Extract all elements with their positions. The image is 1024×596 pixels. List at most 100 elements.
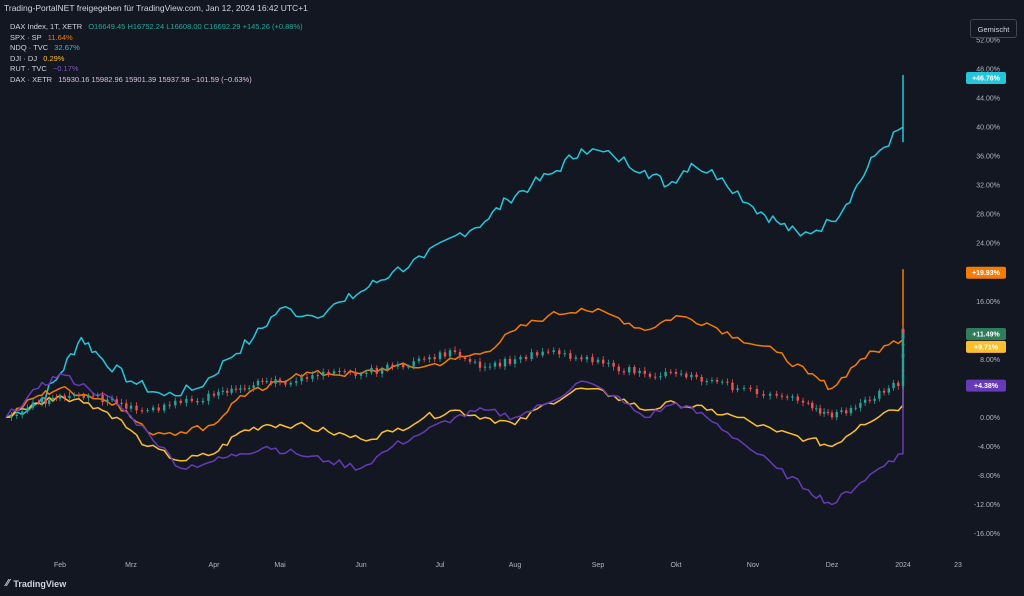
dax-candle-body (731, 382, 734, 391)
dax-candle-body (401, 364, 405, 368)
dax-candle-body (295, 381, 298, 383)
dax-candle-body (780, 395, 784, 397)
dax-candle-body (322, 371, 325, 376)
badge-background (966, 379, 1006, 392)
dax-candle-body (91, 395, 95, 397)
series-line-rut (5, 350, 904, 506)
y-tick-label: 8.00% (980, 357, 1000, 364)
legend-row-dax-index[interactable]: DAX Index, 1T, XETR O16649.45 H16752.24 … (10, 22, 303, 33)
dax-candle-body (300, 377, 303, 382)
dax-candle-body (448, 350, 452, 357)
dax-candle-body (207, 393, 210, 401)
scale-mode-button[interactable]: Gemischt (970, 19, 1017, 38)
price-badge-dax: +11.49% (966, 327, 1006, 340)
dax-candle-body (305, 377, 309, 379)
dax-candle-body (503, 358, 507, 367)
dax-candle-body (530, 352, 533, 360)
dax-candle-body (602, 359, 605, 364)
dax-candle-body (278, 379, 282, 383)
badge-background (966, 266, 1006, 279)
dax-candle-body (840, 410, 843, 413)
dax-candle-body (643, 370, 646, 374)
dax-candle-body (380, 369, 384, 374)
x-tick-label: Okt (671, 562, 682, 569)
price-badge-dji: +9.71% (966, 340, 1006, 353)
dax-candle-body (685, 373, 688, 378)
dax-candle-body (252, 385, 255, 388)
dax-candle-body (443, 352, 447, 357)
dax-candle-body (786, 396, 789, 398)
dax-candle-body (135, 405, 138, 411)
dax-candle-body (316, 375, 319, 377)
dax-candle-body (129, 405, 133, 409)
dax-candle-body (897, 382, 900, 387)
dax-candle-body (483, 366, 487, 368)
dax-candle-body (664, 371, 667, 377)
dax-candle-body (168, 404, 171, 406)
dax-candle-body (48, 399, 51, 405)
dax-candle-body (901, 352, 905, 358)
y-tick-label: 16.00% (976, 299, 1000, 306)
dax-candle-body (412, 361, 415, 367)
dax-candle-body (375, 367, 378, 374)
dax-candle-body (478, 361, 482, 368)
y-axis: 52.00% 48.00% 44.00% 40.00% 36.00% 32.00% 28.0… (974, 38, 1000, 538)
dax-candle-body (863, 399, 867, 403)
dax-candle-body (274, 379, 277, 384)
dax-candle-body (887, 388, 890, 393)
legend-ohlc: 15930.16 15982.96 15901.39 15937.58 (58, 74, 190, 84)
dax-candle-body (438, 352, 442, 360)
y-tick-label: -12.00% (974, 502, 1000, 509)
legend-high: H16752.24 (127, 22, 165, 31)
dax-candle-body (15, 414, 18, 417)
dax-candle-body (901, 333, 905, 336)
dax-candle-body (705, 381, 708, 383)
footer-brand[interactable]: ⁄⁄ TradingView (6, 578, 66, 589)
legend-row-ndq[interactable]: NDQ · TVC 32.67% (10, 43, 303, 54)
dax-candle-body (217, 391, 220, 396)
dax-candle-body (196, 400, 199, 403)
x-tick-label: Mai (274, 562, 286, 569)
dax-candle-body (44, 398, 47, 405)
y-tick-label: 48.00% (976, 67, 1000, 74)
dax-candle-body (648, 373, 652, 377)
dax-candle-body (513, 359, 517, 364)
dax-candle-body (901, 364, 905, 371)
dax-candle-body (433, 357, 436, 360)
dax-candle-body (221, 390, 224, 392)
dax-candle-body (359, 373, 363, 376)
legend-row-dji[interactable]: DJI · DJ 0.29% (10, 54, 303, 65)
legend-value: −0.17% (52, 64, 79, 73)
dax-candle-body (265, 381, 268, 383)
dax-candle-body (311, 375, 314, 379)
series-line-dji (5, 335, 904, 462)
dax-candle-body (558, 350, 561, 355)
dax-candle-body (37, 402, 40, 404)
dax-candle-body (591, 356, 594, 363)
legend-row-dax-xetr[interactable]: DAX · XETR 15930.16 15982.96 15901.39 15… (10, 75, 303, 86)
legend-change: −101.59 (−0.63%) (191, 74, 252, 84)
price-badge-rut: +4.38% (966, 379, 1006, 392)
dax-candle-body (822, 411, 826, 414)
badge-label: +9.71% (974, 344, 999, 351)
dax-candle-body (679, 373, 683, 375)
badge-label: +46.76% (972, 76, 1001, 83)
dax-candle-body (428, 357, 431, 360)
dax-candle-body (230, 388, 233, 393)
legend-symbol: DJI · DJ (10, 53, 38, 63)
dax-candle-body (700, 376, 703, 382)
dax-candle-body (695, 374, 698, 377)
dax-candle-body (659, 376, 662, 378)
x-tick-label: Jun (355, 562, 366, 569)
dax-candle-body (493, 362, 497, 367)
legend-row-rut[interactable]: RUT · TVC −0.17% (10, 64, 303, 75)
dax-candle-body (370, 367, 373, 373)
dax-candle-body (243, 388, 246, 390)
legend-value: 11.64% (47, 32, 73, 42)
legend-symbol: RUT · TVC (10, 64, 47, 73)
dax-candle-body (157, 407, 160, 411)
legend-row-spx[interactable]: SPX · SP 11.64% (10, 33, 303, 44)
dax-candle-body (669, 371, 672, 373)
dax-candle-body (622, 371, 626, 373)
